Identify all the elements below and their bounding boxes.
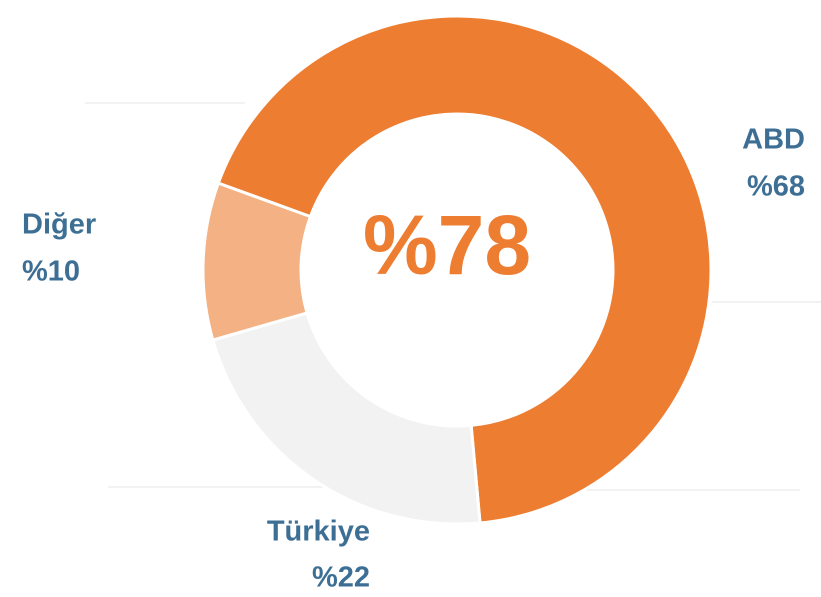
value-label: %68 bbox=[747, 171, 805, 203]
slice-label: Diğer bbox=[22, 209, 96, 241]
slice bbox=[210, 311, 482, 526]
value-label: %22 bbox=[312, 562, 370, 594]
slice-label: Türkiye bbox=[267, 516, 370, 548]
slice bbox=[201, 181, 313, 342]
slice bbox=[216, 14, 713, 525]
slice-label: ABD bbox=[742, 124, 805, 156]
donut bbox=[201, 14, 713, 526]
center-label: %78 bbox=[363, 198, 531, 292]
value-label: %10 bbox=[22, 256, 80, 288]
